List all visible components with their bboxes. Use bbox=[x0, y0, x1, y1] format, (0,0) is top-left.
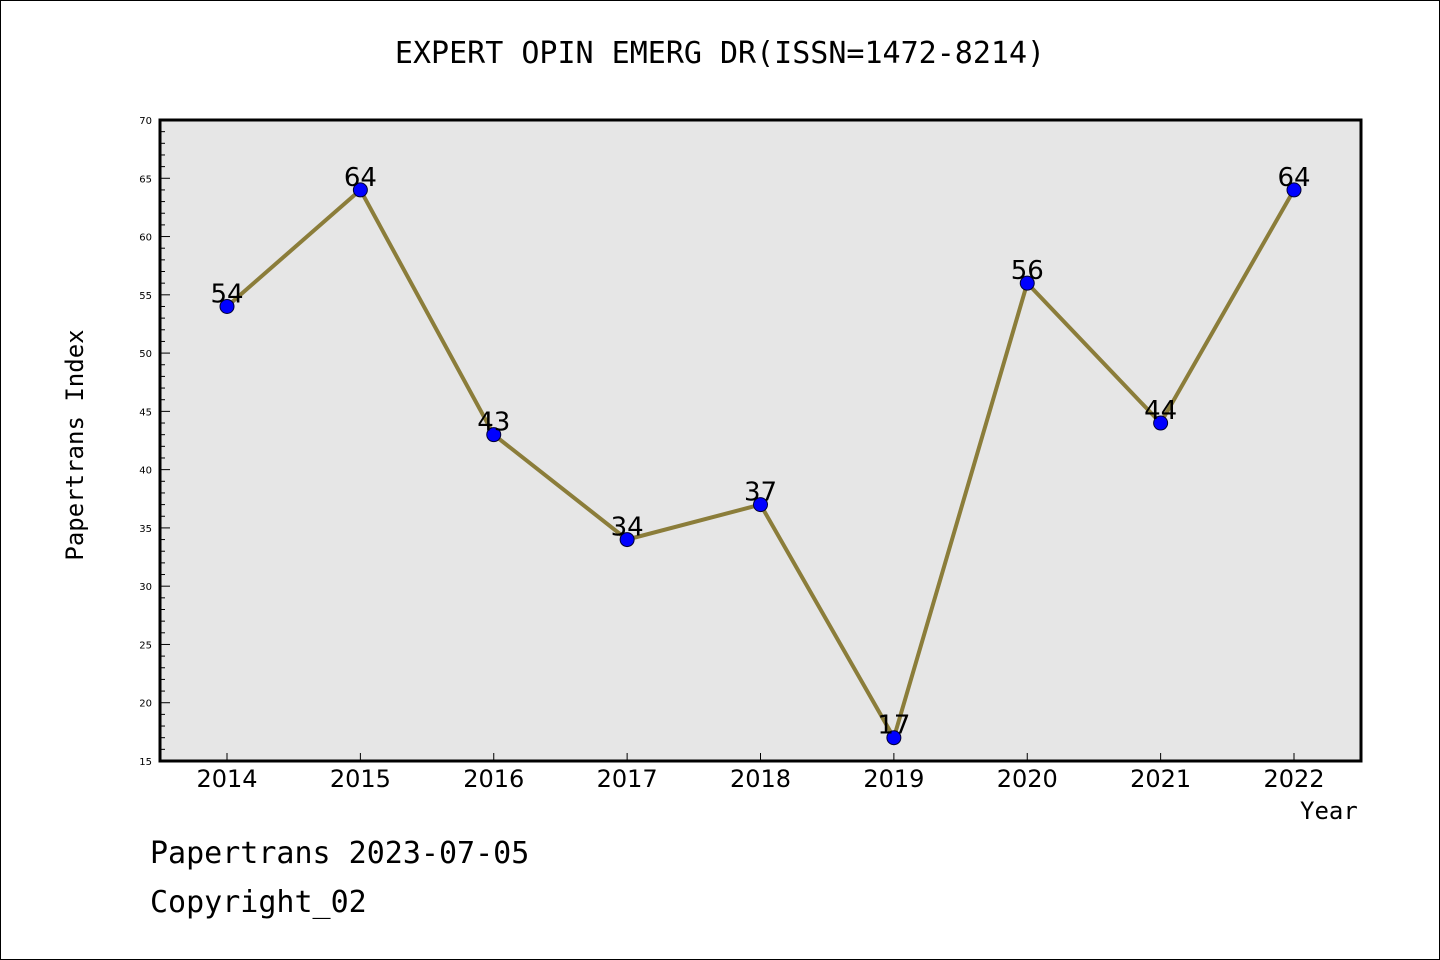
data-label: 44 bbox=[1144, 396, 1177, 426]
y-tick-label: 70 bbox=[139, 116, 152, 127]
y-tick-label: 65 bbox=[139, 174, 152, 185]
y-tick-label: 15 bbox=[139, 757, 152, 768]
data-point bbox=[753, 497, 768, 513]
x-axis-label: Year bbox=[1300, 797, 1358, 825]
y-tick-label: 35 bbox=[139, 524, 152, 535]
y-tick-label: 25 bbox=[139, 640, 152, 651]
data-label: 17 bbox=[877, 711, 910, 741]
data-point bbox=[1019, 275, 1035, 291]
data-label: 34 bbox=[611, 513, 644, 543]
x-tick-label: 2020 bbox=[997, 765, 1058, 793]
x-tick-label: 2017 bbox=[597, 765, 658, 793]
y-tick-label: 55 bbox=[139, 291, 152, 302]
data-point bbox=[352, 182, 368, 198]
x-tick-label: 2022 bbox=[1263, 765, 1324, 793]
x-tick-label: 2014 bbox=[196, 765, 257, 793]
chart-title: EXPERT OPIN EMERG DR(ISSN=1472-8214) bbox=[394, 36, 1046, 71]
data-point bbox=[1286, 182, 1302, 198]
data-point bbox=[219, 298, 235, 314]
data-point bbox=[619, 532, 635, 548]
y-tick-label: 40 bbox=[139, 466, 152, 477]
x-tick-label: 2015 bbox=[330, 765, 391, 793]
data-label: 64 bbox=[1277, 163, 1310, 193]
footer-date: Papertrans 2023-07-05 bbox=[150, 836, 530, 871]
footer-copyright: Copyright_02 bbox=[150, 885, 367, 920]
x-tick-label: 2019 bbox=[863, 765, 924, 793]
data-label: 43 bbox=[477, 408, 510, 438]
x-tick-label: 2018 bbox=[730, 765, 791, 793]
y-tick-label: 20 bbox=[139, 699, 152, 710]
y-tick-label: 60 bbox=[139, 233, 152, 244]
x-tick-label: 2021 bbox=[1130, 765, 1191, 793]
data-label: 56 bbox=[1011, 256, 1044, 286]
x-tick-label: 2016 bbox=[463, 765, 524, 793]
y-tick-label: 50 bbox=[139, 349, 152, 360]
plot-area bbox=[160, 120, 1361, 761]
plot-border bbox=[158, 118, 1363, 763]
data-point bbox=[486, 427, 502, 443]
y-tick-label: 30 bbox=[139, 582, 152, 593]
data-point bbox=[1153, 415, 1169, 431]
data-label: 37 bbox=[744, 478, 777, 508]
data-label: 64 bbox=[344, 163, 377, 193]
data-point bbox=[886, 730, 902, 746]
data-label: 54 bbox=[210, 279, 243, 309]
y-tick-label: 45 bbox=[139, 407, 152, 418]
